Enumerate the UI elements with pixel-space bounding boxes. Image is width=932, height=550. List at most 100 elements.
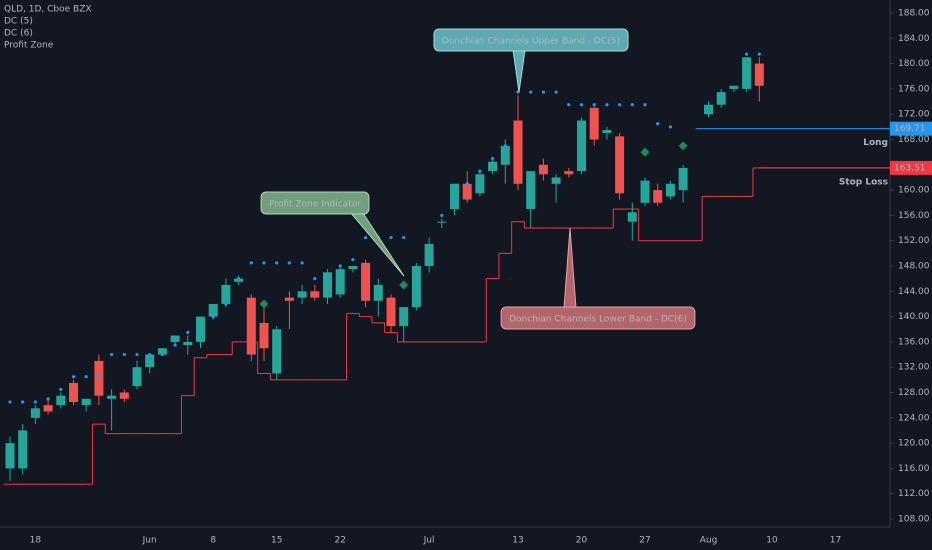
callout: Profit Zone Indicator [260, 191, 405, 277]
upper-band-dot [122, 352, 126, 357]
y-tick-label: 168.00 [898, 135, 930, 145]
candle-body [665, 183, 675, 197]
upper-band-dot [503, 144, 507, 148]
price-tag [890, 121, 932, 136]
candle-body [145, 354, 155, 368]
candle-body [729, 85, 739, 89]
candle-body [335, 269, 345, 295]
x-tick-label: 18 [30, 536, 42, 546]
profit-zone-marker [259, 299, 269, 309]
upper-band-dot [186, 330, 190, 335]
upper-band-dot [84, 375, 88, 379]
upper-band-dot [491, 156, 495, 161]
y-tick-label: 188.00 [898, 9, 930, 19]
callout-box [500, 306, 696, 330]
candle-body [640, 180, 650, 203]
y-tick-label: 116.00 [898, 464, 930, 474]
candle-body [132, 367, 142, 387]
y-tick-label: 184.00 [898, 34, 930, 44]
profit-zone-marker [678, 141, 688, 151]
candle-body [577, 120, 586, 172]
y-tick-label: 156.00 [898, 211, 930, 221]
candle-body [450, 183, 459, 210]
level-label: Long [863, 138, 888, 148]
upper-band-dot [135, 352, 139, 357]
candle-body [246, 297, 256, 355]
candle-body [69, 383, 78, 402]
legend-entry: Profit Zone [4, 41, 54, 51]
upper-band-dot [249, 261, 253, 265]
x-tick-label: Aug [700, 536, 718, 546]
candle-body [107, 395, 117, 399]
y-tick-label: 148.00 [898, 262, 930, 272]
candle-body [538, 164, 548, 175]
upper-band-dot [160, 352, 164, 357]
upper-band-dot [173, 343, 177, 347]
candle-body [43, 405, 53, 412]
candle-body [475, 174, 485, 194]
x-tick-label: 10 [766, 536, 778, 546]
y-tick-label: 180.00 [898, 59, 930, 69]
upper-band-dot [389, 235, 393, 240]
upper-band-dot [198, 330, 203, 335]
symbol-label: QLD, 1D, Cboe BZX [4, 5, 92, 15]
level-label: Stop Loss [839, 177, 888, 187]
upper-band-dot [71, 375, 76, 379]
upper-band-dot [59, 387, 63, 391]
upper-band-dot [618, 103, 622, 107]
candle-body [361, 262, 371, 301]
candle-body [221, 284, 231, 304]
upper-band-dot [224, 302, 228, 306]
candle-body [742, 57, 752, 89]
candle-body [310, 291, 320, 298]
upper-band-dot [351, 258, 355, 262]
candle-body [196, 316, 205, 342]
upper-band-dot [148, 352, 152, 357]
upper-band-dot [541, 90, 546, 94]
candle-body [272, 329, 282, 374]
y-tick-label: 136.00 [898, 337, 930, 347]
candle-body [716, 92, 726, 105]
upper-band-dot [275, 261, 279, 265]
upper-band-dot [757, 52, 761, 56]
y-tick-label: 120.00 [898, 439, 930, 449]
legend-entry: DC (6) [4, 29, 33, 39]
upper-band-dot [452, 201, 457, 205]
callout-text: Donchian Channels Lower Band - DC(6) [509, 315, 687, 325]
upper-band-dot [338, 264, 342, 268]
upper-band-dot [402, 235, 406, 240]
candle-body [615, 136, 625, 194]
callout-text: Donchian Channels Upper Band - DC(5) [442, 37, 620, 47]
candle-body [526, 171, 536, 210]
candle-body [5, 443, 15, 469]
price-tag [890, 160, 932, 175]
candle-body [81, 398, 91, 406]
upper-band-dot [110, 352, 114, 357]
upper-band-dot [364, 235, 368, 240]
candle-body [754, 63, 764, 86]
upper-band-dot [262, 261, 266, 265]
x-tick-label: 8 [210, 536, 216, 546]
candle-body [602, 130, 612, 134]
candle-body [551, 177, 561, 184]
price-tag-label: 163.51 [894, 163, 926, 173]
candle-body [56, 395, 66, 406]
candle-body [399, 307, 409, 327]
candle-body [589, 107, 599, 140]
upper-band-dot [440, 213, 444, 217]
candle-body [411, 266, 421, 308]
upper-band-dot [237, 277, 241, 281]
candle-body [462, 183, 472, 200]
candle-body [348, 266, 358, 270]
upper-band-dot [97, 375, 101, 379]
candle-body [170, 335, 180, 342]
candle-body [119, 392, 129, 399]
callout-text: Profit Zone Indicator [269, 200, 361, 210]
upper-band-dot [287, 261, 291, 265]
y-tick-label: 152.00 [898, 236, 930, 246]
callout-box [433, 28, 629, 52]
x-tick-label: 15 [271, 536, 282, 546]
candle-body [30, 408, 40, 418]
